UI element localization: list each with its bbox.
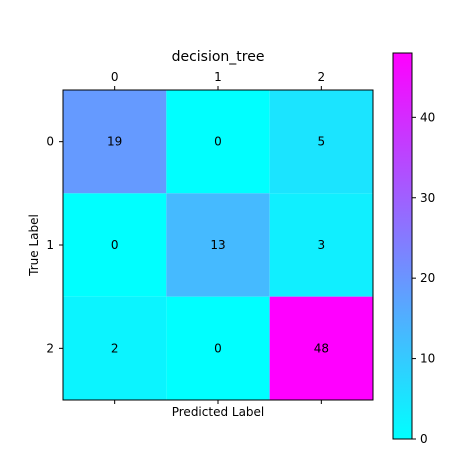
y-axis-ticks: 0 1 2 — [46, 135, 63, 355]
heatmap-cell — [63, 193, 167, 297]
cell-value-label: 2 — [111, 341, 119, 355]
heatmap-cell — [166, 193, 270, 297]
heatmap-cell-labels: 19 0 5 0 13 3 2 0 48 — [107, 135, 329, 356]
colorbar-tick-label: 0 — [420, 432, 428, 446]
colorbar — [392, 52, 413, 440]
colorbar-tick-label: 40 — [420, 110, 435, 124]
x-tick-label: 2 — [318, 70, 326, 84]
x-tick-label: 0 — [111, 70, 119, 84]
colorbar-tick-label: 10 — [420, 352, 435, 366]
cell-value-label: 13 — [210, 238, 225, 252]
y-tick-label: 1 — [46, 238, 54, 252]
y-tick-label: 0 — [46, 135, 54, 149]
heatmap-cell — [166, 296, 270, 400]
cell-value-label: 0 — [214, 135, 222, 149]
cell-value-label: 0 — [214, 341, 222, 355]
heatmap-cell — [269, 296, 373, 400]
x-axis-label: Predicted Label — [172, 405, 265, 419]
cell-value-label: 0 — [111, 238, 119, 252]
cell-value-label: 19 — [107, 135, 122, 149]
x-axis-ticks: 0 1 2 — [111, 70, 325, 404]
y-tick-label: 2 — [46, 341, 54, 355]
heatmap-cell — [166, 90, 270, 194]
heatmap-cell — [269, 90, 373, 194]
colorbar-tick-label: 30 — [420, 191, 435, 205]
cell-value-label: 5 — [318, 135, 326, 149]
cell-value-label: 48 — [314, 341, 329, 355]
y-axis-label: True Label — [27, 214, 41, 277]
colorbar-tick-label: 20 — [420, 271, 435, 285]
cell-value-label: 3 — [318, 238, 326, 252]
chart-title: decision_tree — [172, 49, 265, 65]
heatmap-cell — [63, 296, 167, 400]
colorbar-ticks: 0 10 20 30 40 — [412, 110, 435, 446]
heatmap-cell — [269, 193, 373, 297]
x-tick-label: 1 — [214, 70, 222, 84]
heatmap-cell — [63, 90, 167, 194]
heatmap-cells — [63, 90, 373, 400]
